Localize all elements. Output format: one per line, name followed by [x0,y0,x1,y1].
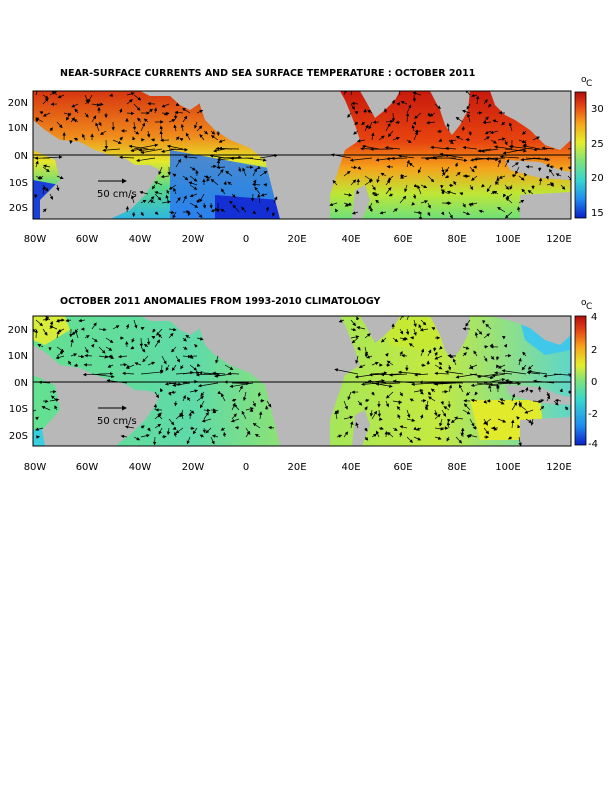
current-arrow [442,185,443,188]
y-tick-label: 20S [9,203,28,214]
x-tick-label: 20W [182,234,205,245]
x-tick-label: 80E [447,462,466,473]
x-tick-label: 20E [287,462,306,473]
anomaly-panel: OCTOBER 2011 ANOMALIES FROM 1993-2010 CL… [8,296,598,473]
x-tick-label: 40E [341,234,360,245]
current-arrow [393,113,394,121]
x-tick-label: 40E [341,462,360,473]
colorbar-tick: 20 [591,173,604,184]
y-tick-label: 20S [9,431,28,442]
current-arrow [190,413,191,419]
current-arrow [421,401,426,402]
sst-colorbar: o C 30 25 20 15 [575,75,604,219]
current-arrow [162,365,163,373]
reference-vector-label: 50 cm/s [97,416,137,427]
colorbar-tick: 30 [591,104,604,115]
y-tick-label: 0N [14,151,28,162]
current-arrow [134,212,135,216]
colorbar-gradient [575,316,586,445]
current-arrow [402,356,407,357]
current-arrow [228,374,239,375]
x-axis: 80W 60W 40W 20W 0 20E 40E 60E 80E 100E 1… [24,462,572,473]
current-arrow [386,432,387,437]
current-arrow [392,158,407,159]
x-tick-label: 60W [76,234,99,245]
x-tick-label: 100E [495,462,520,473]
colorbar-unit-letter: C [586,79,592,89]
colorbar-tick: 25 [591,139,604,150]
panel-title: NEAR-SURFACE CURRENTS AND SEA SURFACE TE… [60,68,475,79]
x-tick-label: 80W [24,462,47,473]
x-tick-label: 60E [393,462,412,473]
colorbar-tick: 4 [591,312,597,323]
y-tick-label: 10N [8,123,28,134]
x-tick-label: 20E [287,234,306,245]
colorbar-gradient [575,92,586,218]
x-tick-label: 80E [447,234,466,245]
x-tick-label: 80W [24,234,47,245]
x-tick-label: 20W [182,462,205,473]
sst-panel: NEAR-SURFACE CURRENTS AND SEA SURFACE TE… [8,68,604,245]
x-axis: 80W 60W 40W 20W 0 20E 40E 60E 80E 100E 1… [24,234,572,245]
colorbar-tick: -2 [588,409,598,420]
current-arrow [218,131,219,135]
current-arrow [505,356,511,357]
x-tick-label: 100E [495,234,520,245]
reference-vector-label: 50 cm/s [97,189,137,200]
x-tick-label: 0 [243,234,249,245]
y-tick-label: 10N [8,351,28,362]
y-tick-label: 20N [8,325,28,336]
current-arrow [85,356,92,357]
x-tick-label: 120E [546,234,571,245]
colorbar-tick: 2 [591,345,597,356]
current-arrow [50,392,56,393]
current-arrow [232,383,249,384]
panel-title: OCTOBER 2011 ANOMALIES FROM 1993-2010 CL… [60,296,380,307]
current-arrow [43,401,48,402]
current-arrow [379,410,380,417]
current-arrow [155,437,156,445]
current-arrow [36,330,37,338]
anomaly-colorbar: o C 4 2 0 -2 -4 [575,298,598,450]
colorbar-tick: -4 [588,439,598,450]
x-tick-label: 60W [76,462,99,473]
colorbar-tick: 0 [591,377,597,388]
x-tick-label: 40W [129,234,152,245]
x-tick-label: 60E [393,234,412,245]
y-tick-label: 10S [9,404,28,415]
y-tick-label: 20N [8,98,28,109]
x-tick-label: 120E [546,462,571,473]
current-arrow [141,140,144,141]
current-arrow [172,392,177,393]
australia-land [520,192,571,219]
current-arrow [484,347,488,348]
y-tick-label: 0N [14,378,28,389]
current-arrow [415,131,421,132]
y-tick-label: 10S [9,178,28,189]
current-arrow [442,392,447,393]
current-arrow [421,365,425,366]
y-axis: 20N 10N 0N 10S 20S [8,325,28,442]
x-tick-label: 0 [243,462,249,473]
colorbar-tick: 15 [591,208,604,219]
australia-land [520,417,571,446]
y-axis: 20N 10N 0N 10S 20S [8,98,28,214]
x-tick-label: 40W [129,462,152,473]
current-arrow [141,338,142,347]
colorbar-unit-letter: C [586,302,592,312]
